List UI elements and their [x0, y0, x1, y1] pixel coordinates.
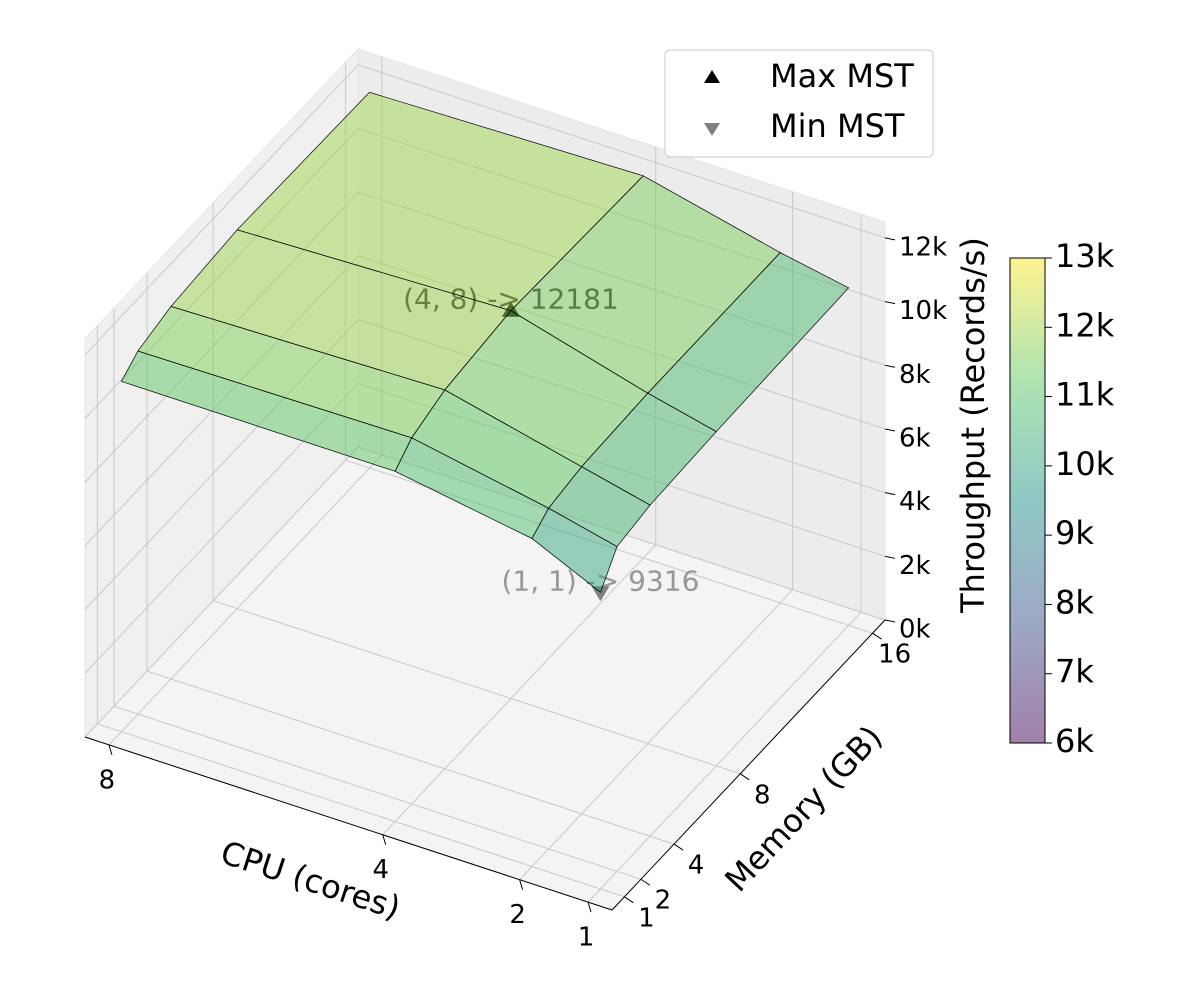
- y-tick: [624, 896, 634, 904]
- legend-marker: [704, 70, 720, 83]
- y-tick-label: 4: [688, 851, 705, 881]
- z-tick-label: 2k: [899, 551, 931, 581]
- colorbar-tick-label: 10k: [1055, 445, 1115, 483]
- x-tick-label: 2: [509, 900, 526, 930]
- surface: [120, 91, 850, 593]
- z-tick: [884, 364, 896, 368]
- x-axis-line: [84, 736, 613, 911]
- grid-line: [113, 705, 642, 880]
- grid-line: [146, 670, 675, 845]
- y-tick-label: 2: [655, 886, 672, 916]
- z-tick: [884, 619, 896, 623]
- x-tick-label: 1: [578, 923, 595, 953]
- x-tick-label: 4: [372, 855, 389, 885]
- y-axis-line: [611, 619, 886, 911]
- z-tick: [884, 428, 896, 432]
- y-tick: [872, 632, 882, 640]
- z-tick-label: 6k: [899, 423, 931, 453]
- y-tick: [673, 843, 684, 851]
- surface-patch: [531, 507, 618, 593]
- z-tick: [884, 492, 896, 496]
- z-axis-label: Throughput (Records/s): [954, 237, 992, 614]
- colorbar-tick-label: 11k: [1055, 376, 1115, 414]
- z-tick-label: 0k: [899, 615, 931, 645]
- y-tick-label: 16: [878, 640, 911, 670]
- x-tick: [382, 834, 387, 845]
- grid-line: [213, 600, 741, 775]
- y-tick-label: 8: [754, 780, 771, 810]
- colorbar-gradient: [1009, 257, 1046, 744]
- grid-line: [97, 723, 625, 898]
- legend: Max MST Min MST: [664, 49, 934, 158]
- z-tick-label: 8k: [899, 360, 931, 390]
- y-tick-label: 1: [638, 903, 655, 933]
- legend-marker: [704, 123, 720, 136]
- z-tick: [884, 301, 896, 305]
- colorbar-tick-label: 7k: [1055, 653, 1094, 691]
- colorbar-tick-label: 13k: [1055, 237, 1115, 275]
- legend-label: Max MST: [770, 57, 914, 95]
- x-tick: [519, 879, 524, 890]
- y-tick: [739, 773, 750, 781]
- marker: [591, 586, 610, 602]
- grid-line: [587, 611, 862, 903]
- z-tick: [884, 237, 896, 241]
- y-tick: [640, 878, 651, 886]
- x-tick-label: 8: [99, 765, 116, 795]
- grid-line: [382, 544, 657, 836]
- grid-line: [357, 64, 886, 239]
- legend-label: Min MST: [770, 107, 905, 145]
- z-tick: [884, 555, 896, 559]
- x-tick: [108, 744, 113, 756]
- colorbar-tick-label: 8k: [1055, 583, 1094, 621]
- z-tick-label: 10k: [899, 296, 947, 326]
- grid-line: [84, 446, 359, 738]
- grid-line: [108, 454, 383, 746]
- colorbar: 6k 7k 8k 9k 10k 11k 12k 13k: [1009, 237, 1115, 760]
- colorbar-tick-label: 6k: [1055, 722, 1094, 760]
- grid-line: [84, 64, 359, 356]
- x-tick: [587, 901, 592, 913]
- colorbar-tick-label: 12k: [1055, 306, 1115, 344]
- z-tick-label: 12k: [899, 232, 947, 262]
- grid-line: [519, 589, 793, 881]
- legend-box: [664, 49, 934, 158]
- colorbar-tick-label: 9k: [1055, 514, 1094, 552]
- z-tick-label: 4k: [899, 487, 931, 517]
